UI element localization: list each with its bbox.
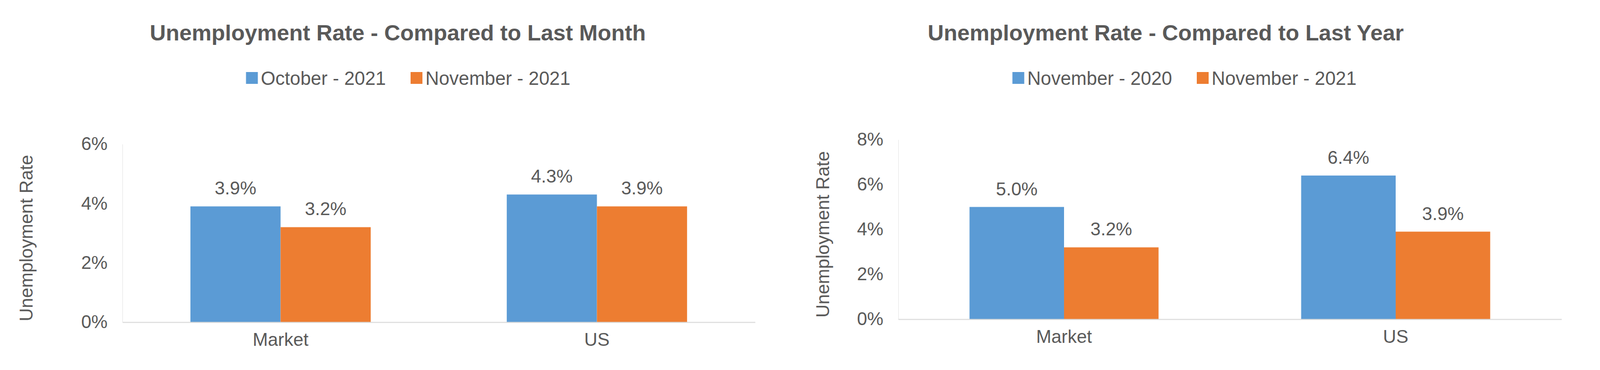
legend-swatch: [1196, 72, 1209, 84]
x-axis-line: [122, 322, 756, 324]
y-tick: 2%: [81, 252, 123, 273]
x-axis-line: [898, 319, 1562, 321]
legend-label: November - 2021: [425, 68, 571, 89]
bar: [597, 206, 688, 323]
y-tick: 0%: [857, 308, 899, 330]
y-tick-label: 4%: [81, 193, 108, 214]
x-tick: US: [584, 322, 610, 350]
y-tick-label: 4%: [857, 219, 884, 240]
bar: [1300, 175, 1396, 320]
y-tick-label: 0%: [857, 308, 884, 330]
legend-swatch: [1012, 72, 1025, 84]
y-axis-title: Unemployment Rate: [812, 151, 834, 318]
data-label: 3.2%: [1090, 219, 1133, 240]
y-tick: 4%: [857, 219, 899, 240]
data-label: 4.3%: [531, 166, 573, 187]
bar: [1064, 247, 1159, 320]
data-label: 3.9%: [1422, 203, 1464, 225]
data-label: 3.2%: [304, 198, 347, 220]
y-axis: 0% 2% 4% 6% 8%: [857, 129, 899, 330]
chart-title: Unemployment Rate - Compared to Last Yea…: [927, 20, 1404, 46]
legend-label: November - 2020: [1027, 68, 1173, 89]
legend-swatch: [410, 72, 423, 84]
x-tick-label: US: [584, 329, 610, 350]
data-labels: 5.0% 6.4% 3.2% 3.9%: [995, 147, 1464, 240]
y-tick: 0%: [81, 311, 123, 333]
data-label: 3.9%: [214, 178, 257, 199]
data-label: 5.0%: [995, 179, 1038, 200]
x-tick-label: US: [1382, 326, 1409, 347]
data-labels: 3.9% 4.3% 3.2% 3.9%: [214, 166, 663, 220]
y-axis-line: [898, 140, 899, 320]
data-label: 3.9%: [621, 178, 663, 199]
y-tick-label: 6%: [81, 133, 108, 154]
y-tick-label: 6%: [857, 174, 884, 195]
y-tick-label: 8%: [857, 129, 884, 150]
bar: [280, 227, 372, 323]
y-axis: 0% 2% 4% 6%: [81, 133, 123, 333]
legend: October - 2021 November - 2021: [245, 68, 571, 89]
legend-label: November - 2021: [1211, 68, 1357, 89]
y-tick: 6%: [81, 133, 123, 154]
bar: [1395, 231, 1491, 320]
y-tick: 2%: [857, 264, 899, 285]
y-tick-label: 2%: [81, 252, 108, 273]
y-axis-title: Unemployment Rate: [16, 154, 37, 322]
y-axis-line: [122, 144, 123, 323]
chart-title: Unemployment Rate - Compared to Last Mon…: [149, 20, 646, 46]
data-label: 6.4%: [1327, 147, 1370, 168]
y-tick: 6%: [857, 174, 899, 195]
legend-item: November - 2021: [410, 68, 571, 89]
x-tick: Market: [1035, 319, 1093, 347]
legend-label: October - 2021: [260, 68, 386, 89]
x-tick: Market: [252, 322, 309, 350]
legend-item: October - 2021: [245, 68, 386, 89]
legend-item: November - 2020: [1012, 68, 1173, 89]
y-tick: 8%: [857, 129, 899, 150]
bars: [969, 175, 1490, 320]
bars: [190, 194, 687, 323]
chart-canvas: Unemployment Rate - Compared to Last Mon…: [0, 0, 1600, 370]
legend: November - 2020 November - 2021: [1012, 68, 1357, 89]
bar: [506, 194, 598, 323]
x-tick-label: Market: [1035, 326, 1093, 347]
x-axis: Market US: [898, 319, 1562, 347]
chart: Unemployment Rate - Compared to Last Yea…: [812, 20, 1562, 347]
y-tick-label: 0%: [81, 311, 108, 333]
chart: Unemployment Rate - Compared to Last Mon…: [16, 20, 756, 350]
bar: [190, 206, 281, 323]
legend-swatch: [245, 72, 258, 84]
x-tick: US: [1382, 319, 1409, 347]
y-tick: 4%: [81, 193, 123, 214]
legend-item: November - 2021: [1196, 68, 1357, 89]
x-axis: Market US: [122, 322, 756, 350]
y-tick-label: 2%: [857, 264, 884, 285]
x-tick-label: Market: [252, 329, 309, 350]
bar: [969, 207, 1065, 320]
